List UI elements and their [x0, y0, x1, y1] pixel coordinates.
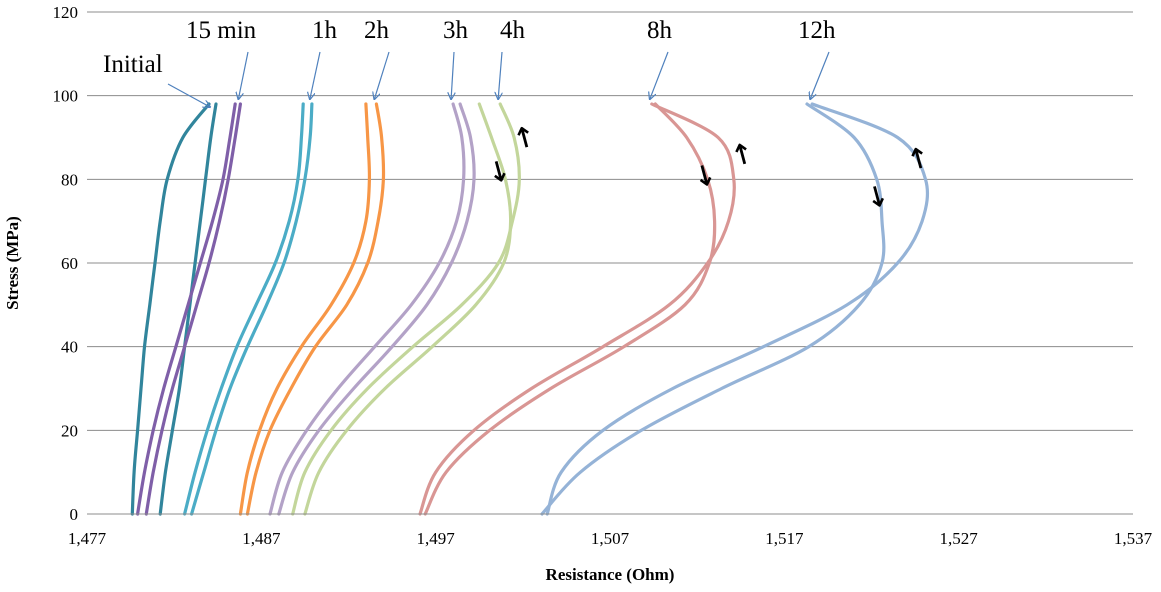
- pointer-arrow-3h: [451, 51, 454, 99]
- x-tick-label: 1,477: [68, 529, 107, 548]
- pointer-arrow-12h: [810, 51, 830, 99]
- series-label-8h: 8h: [647, 17, 673, 44]
- series-annotations: Initial 15 min 1h 2h 3h 4h 8h 12h: [103, 17, 836, 107]
- pointer-arrow-15-min: [238, 51, 249, 99]
- gridlines: [87, 11, 1133, 431]
- pointer-arrow-8h: [650, 51, 669, 99]
- series-line-8h-unloading: [423, 102, 717, 516]
- series-label-1h: 1h: [312, 17, 338, 44]
- x-tick-label: 1,497: [417, 529, 456, 548]
- direction-arrow-down: [494, 160, 506, 182]
- series-line-initial-unloading: [130, 102, 211, 516]
- y-tick-label: 40: [61, 338, 78, 357]
- direction-arrow-up: [517, 126, 529, 148]
- series-lines: [130, 102, 930, 516]
- series-line-12h-unloading: [540, 102, 886, 516]
- x-tick-label: 1,507: [591, 529, 630, 548]
- series-line-3h-loading: [268, 102, 466, 516]
- y-tick-labels: 0 20 40 60 80 100 120: [53, 3, 79, 524]
- x-tick-labels: 1,477 1,487 1,497 1,507 1,517 1,527 1,537: [68, 529, 1153, 548]
- series-label-15-min: 15 min: [186, 17, 257, 44]
- series-line-1h-loading: [190, 102, 314, 516]
- y-tick-label: 20: [61, 421, 78, 440]
- series-line-4h-unloading: [303, 102, 513, 516]
- series-label-initial: Initial: [103, 51, 163, 78]
- series-label-3h: 3h: [443, 17, 469, 44]
- direction-arrow-down: [699, 165, 712, 186]
- series-line-4h-loading: [291, 102, 521, 516]
- x-axis-title: Resistance (Ohm): [546, 565, 675, 584]
- series-line-8h-loading: [418, 102, 736, 516]
- series-line-2h-loading: [245, 102, 386, 516]
- series-line-3h-unloading: [277, 102, 476, 516]
- pointer-arrow-initial: [167, 83, 210, 107]
- y-tick-label: 100: [53, 87, 79, 106]
- series-label-4h: 4h: [500, 17, 526, 44]
- series-line-15-min-unloading: [136, 102, 237, 516]
- pointer-arrow-1h: [310, 51, 321, 99]
- direction-arrow-up: [911, 147, 923, 169]
- x-tick-label: 1,487: [242, 529, 281, 548]
- y-tick-label: 80: [61, 170, 78, 189]
- x-tick-label: 1,517: [765, 529, 804, 548]
- x-tick-label: 1,537: [1114, 529, 1153, 548]
- y-tick-label: 0: [70, 505, 79, 524]
- direction-arrow-up: [735, 143, 747, 165]
- pointer-arrow-4h: [498, 51, 502, 99]
- direction-arrows: [494, 126, 923, 207]
- y-tick-label: 120: [53, 3, 79, 22]
- series-label-2h: 2h: [364, 17, 390, 44]
- y-tick-label: 60: [61, 254, 78, 273]
- series-line-15-min-loading: [144, 102, 242, 516]
- y-axis-title: Stress (MPa): [3, 216, 22, 310]
- series-line-initial-loading: [158, 102, 218, 516]
- x-tick-label: 1,527: [940, 529, 979, 548]
- series-line-1h-unloading: [183, 102, 305, 516]
- series-line-2h-unloading: [238, 102, 372, 516]
- series-label-12h: 12h: [798, 17, 836, 44]
- direction-arrow-down: [872, 186, 884, 207]
- pointer-arrow-2h: [374, 51, 390, 99]
